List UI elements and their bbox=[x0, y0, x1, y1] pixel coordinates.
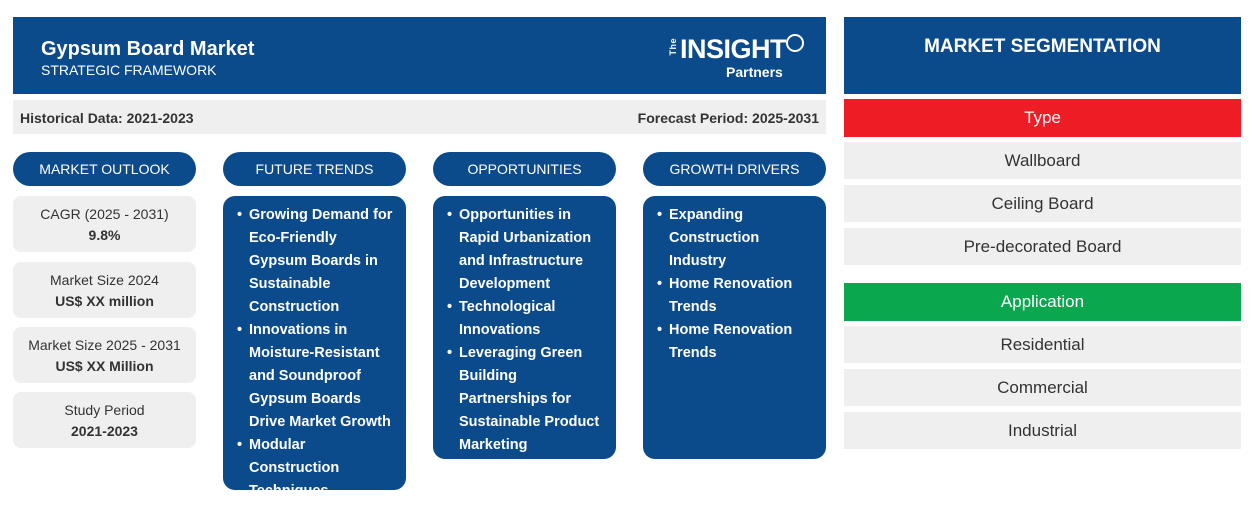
logo-partners: Partners bbox=[726, 64, 783, 80]
study-period-card: Study Period 2021-2023 bbox=[13, 392, 196, 448]
growth-drivers-heading: GROWTH DRIVERS bbox=[643, 152, 826, 186]
list-item: Technological Innovations bbox=[447, 296, 608, 342]
future-trends-panel: Growing Demand for Eco-Friendly Gypsum B… bbox=[223, 196, 406, 499]
historical-data: Historical Data: 2021-2023 bbox=[20, 110, 194, 126]
segment-item-ceiling-board: Ceiling Board bbox=[844, 185, 1241, 222]
list-item: Innovations in Moisture-Resistant and So… bbox=[237, 319, 398, 434]
period-bar: Historical Data: 2021-2023 Forecast Peri… bbox=[13, 100, 826, 134]
list-item: Home Renovation Trends bbox=[657, 319, 818, 365]
list-item: Leveraging Green Building Partnerships f… bbox=[447, 342, 608, 457]
list-item: Modular Construction Techniques bbox=[237, 434, 398, 503]
market-size-2024-card: Market Size 2024 US$ XX million bbox=[13, 262, 196, 318]
list-item: Opportunities in Rapid Urbanization and … bbox=[447, 204, 608, 296]
segment-item-wallboard: Wallboard bbox=[844, 142, 1241, 179]
market-segmentation-title: MARKET SEGMENTATION bbox=[844, 17, 1241, 94]
application-segment-heading: Application bbox=[844, 283, 1241, 321]
market-outlook-heading: MARKET OUTLOOK bbox=[13, 152, 196, 186]
report-title: Gypsum Board Market bbox=[41, 38, 255, 60]
list-item: Expanding Construction Industry bbox=[657, 204, 818, 273]
study-period-value: 2021-2023 bbox=[71, 423, 138, 439]
report-subtitle: STRATEGIC FRAMEWORK bbox=[41, 62, 217, 78]
segment-item-commercial: Commercial bbox=[844, 369, 1241, 406]
report-header: Gypsum Board Market STRATEGIC FRAMEWORK … bbox=[13, 17, 826, 94]
market-size-forecast-value: US$ XX Million bbox=[55, 358, 154, 374]
market-size-forecast-label: Market Size 2025 - 2031 bbox=[28, 337, 181, 353]
market-size-forecast-card: Market Size 2025 - 2031 US$ XX Million bbox=[13, 327, 196, 383]
segment-item-pre-decorated-board: Pre-decorated Board bbox=[844, 228, 1241, 265]
insight-partners-logo: The INSIGHT Partners bbox=[668, 34, 804, 82]
future-trends-heading: FUTURE TRENDS bbox=[223, 152, 406, 186]
forecast-period: Forecast Period: 2025-2031 bbox=[637, 110, 819, 126]
market-size-2024-label: Market Size 2024 bbox=[50, 272, 159, 288]
market-size-2024-value: US$ XX million bbox=[55, 293, 154, 309]
segment-item-industrial: Industrial bbox=[844, 412, 1241, 449]
cagr-label: CAGR (2025 - 2031) bbox=[40, 206, 169, 222]
cagr-card: CAGR (2025 - 2031) 9.8% bbox=[13, 196, 196, 252]
logo-insight: INSIGHT bbox=[680, 34, 787, 64]
cagr-value: 9.8% bbox=[88, 227, 121, 243]
study-period-label: Study Period bbox=[64, 402, 145, 418]
logo-ring-icon bbox=[786, 34, 804, 52]
segment-item-residential: Residential bbox=[844, 326, 1241, 363]
opportunities-heading: OPPORTUNITIES bbox=[433, 152, 616, 186]
type-segment-heading: Type bbox=[844, 99, 1241, 137]
growth-drivers-panel: Expanding Construction Industry Home Ren… bbox=[643, 196, 826, 459]
opportunities-panel: Opportunities in Rapid Urbanization and … bbox=[433, 196, 616, 459]
list-item: Home Renovation Trends bbox=[657, 273, 818, 319]
logo-the: The bbox=[668, 38, 678, 56]
list-item: Growing Demand for Eco-Friendly Gypsum B… bbox=[237, 204, 398, 319]
